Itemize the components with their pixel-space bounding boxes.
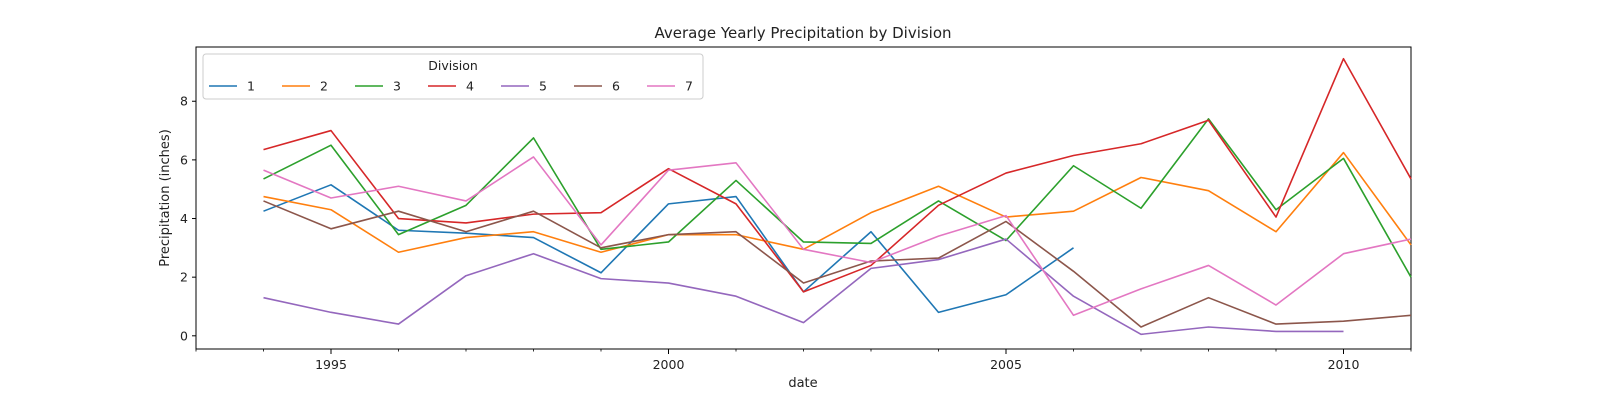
chart-title: Average Yearly Precipitation by Division bbox=[654, 24, 951, 42]
y-tick-label: 4 bbox=[180, 211, 188, 226]
y-tick-label: 0 bbox=[180, 328, 188, 343]
series-line-6 bbox=[263, 200, 1412, 328]
legend-frame bbox=[202, 53, 704, 100]
x-axis-minor-ticks bbox=[195, 349, 1412, 352]
series-lines bbox=[263, 57, 1412, 336]
legend-label-3: 3 bbox=[393, 79, 401, 94]
series-line-5 bbox=[263, 238, 1344, 336]
legend-label-6: 6 bbox=[612, 79, 620, 94]
legend-label-4: 4 bbox=[466, 79, 474, 94]
x-tick-label: 2005 bbox=[990, 357, 1022, 372]
y-tick-label: 6 bbox=[180, 152, 188, 167]
legend-title: Division bbox=[428, 58, 478, 73]
x-tick-label: 2000 bbox=[653, 357, 685, 372]
x-tick-label: 1995 bbox=[315, 357, 347, 372]
x-axis-label: date bbox=[788, 376, 817, 391]
y-tick-label: 8 bbox=[180, 94, 188, 109]
series-line-1 bbox=[263, 184, 1074, 314]
legend-label-7: 7 bbox=[685, 79, 693, 94]
series-line-3 bbox=[263, 118, 1412, 278]
plot-area: 0 2 4 6 8 1995 2000 2005 2010 bbox=[180, 46, 1412, 372]
y-tick-label: 2 bbox=[180, 270, 188, 285]
series-line-4 bbox=[263, 57, 1412, 293]
legend-label-5: 5 bbox=[539, 79, 547, 94]
series-line-7 bbox=[263, 156, 1412, 317]
series-line-2 bbox=[263, 151, 1412, 254]
legend-label-1: 1 bbox=[247, 79, 255, 94]
x-tick-label: 2010 bbox=[1328, 357, 1360, 372]
x-axis: 1995 2000 2005 2010 bbox=[315, 349, 1359, 372]
legend-label-2: 2 bbox=[320, 79, 328, 94]
legend: Division 1 2 3 4 5 6 7 bbox=[202, 53, 704, 100]
y-axis: 0 2 4 6 8 bbox=[180, 94, 196, 343]
y-axis-label: Precipitation (inches) bbox=[158, 129, 173, 267]
legend-items: 1 2 3 4 5 6 7 bbox=[209, 79, 693, 94]
